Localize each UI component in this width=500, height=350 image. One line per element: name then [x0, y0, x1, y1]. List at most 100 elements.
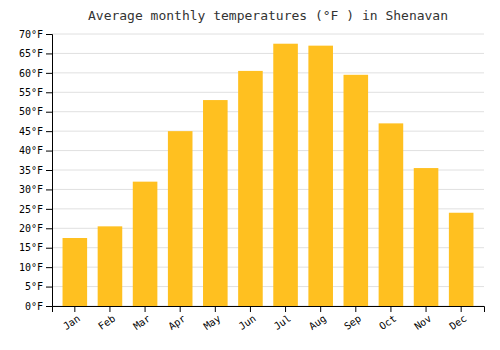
y-tick: 40°F	[19, 145, 52, 156]
x-tick: Jul	[272, 306, 293, 332]
tick-mark	[46, 209, 52, 210]
axis-line	[46, 35, 53, 307]
x-tick: Jan	[61, 306, 82, 332]
tick-label: Jan	[61, 313, 82, 332]
bar	[449, 213, 474, 306]
x-tick: Jun	[237, 306, 258, 332]
x-axis: Jan Feb Mar Apr May Jun Jul Aug Sep Oct Nov Dec	[53, 306, 485, 332]
tick-mark	[46, 248, 52, 249]
tick-mark	[390, 306, 391, 312]
grid-line	[52, 92, 484, 93]
tick-mark	[109, 306, 110, 312]
bar	[133, 182, 158, 306]
tick-mark	[46, 34, 52, 35]
tick-label: 55°F	[19, 87, 43, 98]
tick-mark	[320, 306, 321, 312]
y-tick: 65°F	[19, 48, 52, 59]
tick-label: Sep	[342, 313, 363, 332]
tick-mark	[180, 306, 181, 312]
x-tick: Oct	[377, 306, 398, 332]
tick-mark	[46, 131, 52, 132]
y-tick: 35°F	[19, 165, 52, 176]
y-tick: 55°F	[19, 87, 52, 98]
tick-mark	[285, 306, 286, 312]
tick-label: 65°F	[19, 48, 43, 59]
grid-line	[52, 34, 484, 35]
tick-label: Nov	[412, 313, 433, 332]
grid-line	[52, 150, 484, 151]
tick-label: May	[202, 313, 223, 332]
bar	[308, 46, 333, 306]
grid-line	[52, 53, 484, 54]
tick-label: Feb	[96, 313, 117, 332]
tick-label: 15°F	[19, 242, 43, 253]
y-axis: 0°F 5°F 10°F 15°F 20°F 25°F 30°F 35°F 40°F 45°F 50…	[19, 29, 53, 312]
grid-line	[52, 111, 484, 112]
tick-mark	[46, 112, 52, 113]
tick-label: 25°F	[19, 204, 43, 215]
tick-mark	[46, 267, 52, 268]
tick-label: Apr	[166, 313, 187, 332]
y-tick: 30°F	[19, 184, 52, 195]
y-tick: 5°F	[25, 281, 52, 292]
tick-mark	[46, 53, 52, 54]
bar	[344, 75, 369, 306]
tick-mark	[46, 73, 52, 74]
tick-label: Dec	[447, 313, 468, 332]
tick-mark	[145, 306, 146, 312]
grid	[52, 34, 484, 306]
bar	[203, 100, 228, 306]
tick-label: 30°F	[19, 184, 43, 195]
bar	[414, 168, 439, 306]
grid-line	[52, 72, 484, 73]
tick-mark	[250, 306, 251, 312]
chart: Jan Feb Mar Apr May Jun Jul Aug Sep Oct Nov Dec 0°F 5…	[0, 0, 500, 350]
bar	[63, 238, 88, 306]
grid-line	[52, 131, 484, 132]
tick-label: Oct	[377, 313, 398, 332]
y-tick: 10°F	[19, 262, 52, 273]
x-tick: Nov	[412, 306, 433, 332]
tick-label: Aug	[307, 313, 328, 332]
bar	[379, 123, 404, 306]
y-tick: 0°F	[25, 301, 52, 312]
tick-label: 45°F	[19, 126, 43, 137]
x-tick: Feb	[96, 306, 117, 332]
tick-label: 0°F	[25, 301, 43, 312]
tick-mark	[46, 228, 52, 229]
tick-label: 5°F	[25, 281, 43, 292]
tick-mark	[461, 306, 462, 312]
y-tick: 60°F	[19, 68, 52, 79]
tick-mark	[74, 306, 75, 312]
bar	[98, 226, 123, 306]
tick-mark	[46, 306, 52, 307]
x-tick: Mar	[131, 306, 152, 332]
tick-label: 40°F	[19, 145, 43, 156]
x-tick: Sep	[342, 306, 363, 332]
y-tick: 50°F	[19, 106, 52, 117]
x-tick: Dec	[447, 306, 468, 332]
y-tick: 70°F	[19, 29, 52, 40]
title: Average monthly temperatures (°F ) in Sh…	[88, 8, 448, 23]
tick-mark	[46, 189, 52, 190]
axis-line	[53, 307, 485, 313]
tick-mark	[215, 306, 216, 312]
y-tick: 15°F	[19, 242, 52, 253]
tick-mark	[46, 151, 52, 152]
bar	[168, 131, 193, 306]
y-tick: 25°F	[19, 204, 52, 215]
x-tick: Aug	[307, 306, 328, 332]
tick-label: 50°F	[19, 106, 43, 117]
plot-area	[63, 44, 474, 306]
tick-label: 20°F	[19, 223, 43, 234]
tick-mark	[355, 306, 356, 312]
tick-label: 10°F	[19, 262, 43, 273]
bar	[273, 44, 298, 306]
tick-mark	[426, 306, 427, 312]
tick-label: Jun	[237, 313, 258, 332]
tick-mark	[46, 92, 52, 93]
tick-label: 70°F	[19, 29, 43, 40]
tick-label: 35°F	[19, 165, 43, 176]
tick-label: Jul	[272, 313, 293, 332]
tick-label: 60°F	[19, 68, 43, 79]
